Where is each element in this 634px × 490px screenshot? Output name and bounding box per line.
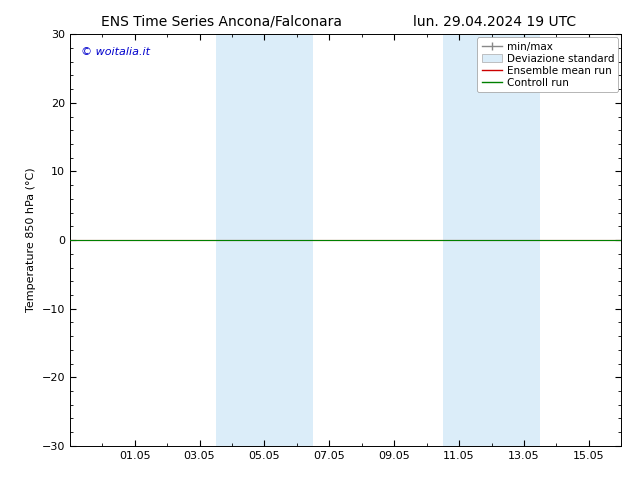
Text: © woitalia.it: © woitalia.it (81, 47, 150, 57)
Text: lun. 29.04.2024 19 UTC: lun. 29.04.2024 19 UTC (413, 15, 576, 29)
Y-axis label: Temperature 850 hPa (°C): Temperature 850 hPa (°C) (26, 168, 36, 313)
Text: ENS Time Series Ancona/Falconara: ENS Time Series Ancona/Falconara (101, 15, 342, 29)
Legend: min/max, Deviazione standard, Ensemble mean run, Controll run: min/max, Deviazione standard, Ensemble m… (477, 37, 618, 92)
Bar (443, 34, 540, 446)
Bar (216, 34, 313, 446)
